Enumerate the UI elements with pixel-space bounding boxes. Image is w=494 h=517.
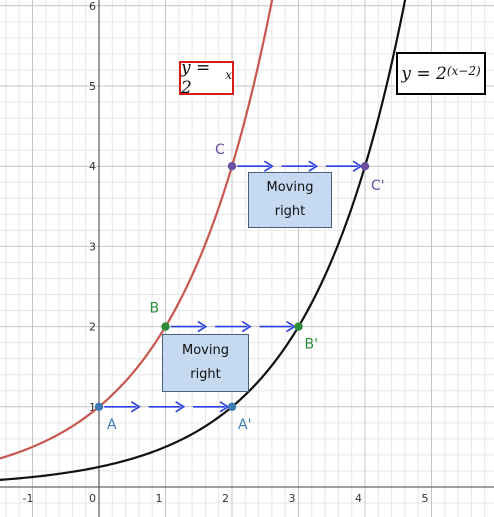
point-a [94,402,104,411]
moving-right-note-upper: Moving right [248,172,332,228]
point-label-c-prime: C' [371,178,385,194]
point-label-a-prime: A' [238,417,251,433]
shift-arrow-head [175,401,186,413]
equation-shifted-exponent: (x−2) [446,63,481,78]
x-tick-label: -1 [23,492,34,505]
point-b [161,322,170,331]
y-tick-label: 6 [89,0,96,13]
equation-parent-exponent: x [225,68,232,82]
x-tick-label: 2 [222,492,229,505]
shift-arrow-head [263,160,274,172]
note-lower-line2: right [190,367,221,382]
y-tick-label: 1 [89,401,96,414]
x-tick-label: 0 [89,492,96,505]
shift-arrow-head [308,160,319,172]
x-tick-label: 1 [156,492,163,505]
shift-arrow-head [197,320,208,333]
point-label-b: B [150,301,160,317]
shift-arrow-head [130,401,141,413]
note-upper-line1: Moving [266,180,314,195]
point-c [227,162,237,171]
point-label-c: C [215,142,225,158]
x-tick-label: 5 [422,492,429,505]
tick-labels: -1 0 1 2 3 4 5 1 2 3 4 5 6 [23,0,429,505]
y-tick-label: 4 [89,160,96,173]
equation-shifted-base: y = 2 [401,63,447,84]
point-label-b-prime: B' [305,337,318,353]
x-tick-label: 3 [289,492,296,505]
y-tick-label: 2 [89,321,96,334]
point-c-prime [360,162,370,171]
point-a-prime [227,402,237,411]
shift-arrow-head [241,320,252,333]
x-tick-label: 4 [355,492,362,505]
moving-right-note-lower: Moving right [162,334,249,392]
note-lower-line1: Moving [182,343,229,358]
point-b-prime [294,322,303,331]
note-upper-line2: right [274,204,306,219]
equation-parent-base: y = 2 [181,58,211,98]
points: A A' B B' C C' [94,142,385,433]
y-tick-label: 5 [89,80,96,93]
y-tick-label: 3 [89,240,96,253]
equation-box-parent: y = 2 x [179,58,234,98]
equation-box-shifted: y = 2 (x−2) [396,52,486,95]
shifted-curve [0,0,407,481]
point-label-a: A [107,417,117,433]
